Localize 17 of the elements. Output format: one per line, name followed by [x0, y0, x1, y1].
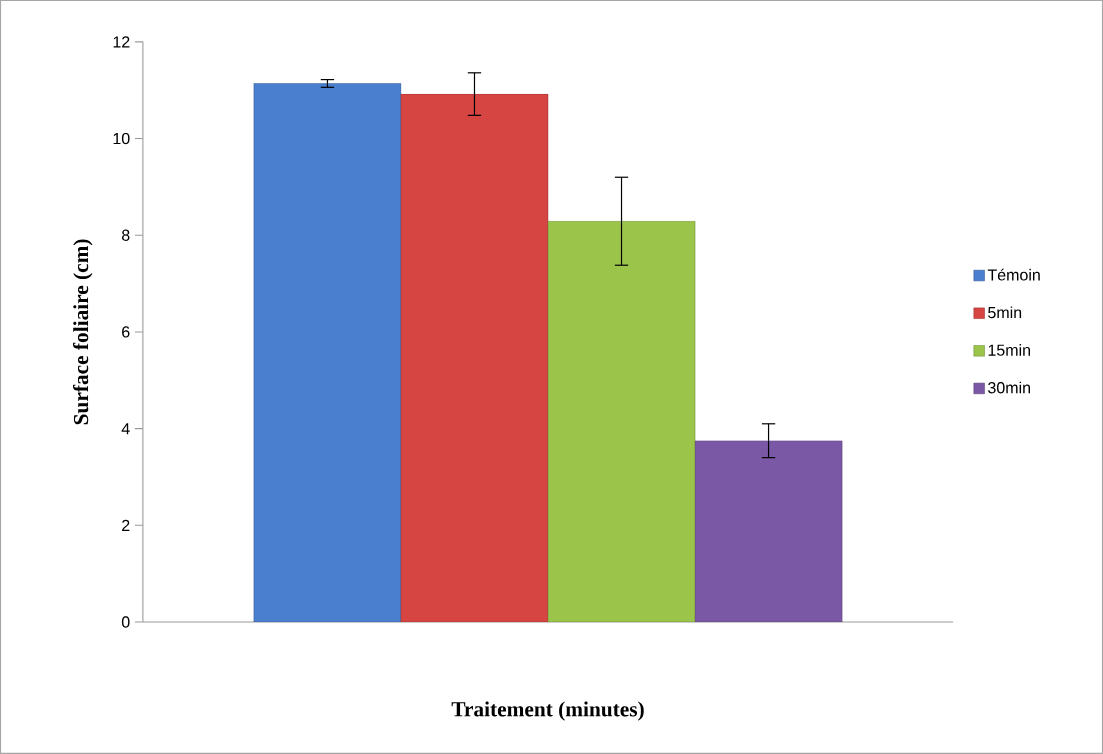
y-tick-label: 12: [113, 36, 130, 48]
bar: [253, 83, 402, 623]
bar: [694, 440, 843, 623]
y-tick-label: 2: [122, 519, 130, 531]
bar: [547, 221, 696, 623]
y-tick-label: 0: [121, 616, 130, 628]
legend-label: Témoin: [987, 268, 1040, 281]
legend-label: 5min: [988, 306, 1022, 319]
y-tick-label: 4: [121, 423, 130, 435]
y-tick-label: 10: [113, 132, 130, 145]
legend-label: 30min: [988, 381, 1030, 394]
y-tick-label: 8: [121, 229, 130, 241]
y-tick-label: 6: [122, 326, 130, 338]
legend-label: 15min: [988, 344, 1030, 356]
y-axis-title: Surface foliaire (cm): [73, 239, 93, 425]
bar: [400, 93, 549, 623]
x-axis-title: Traitement (minutes): [451, 701, 644, 721]
